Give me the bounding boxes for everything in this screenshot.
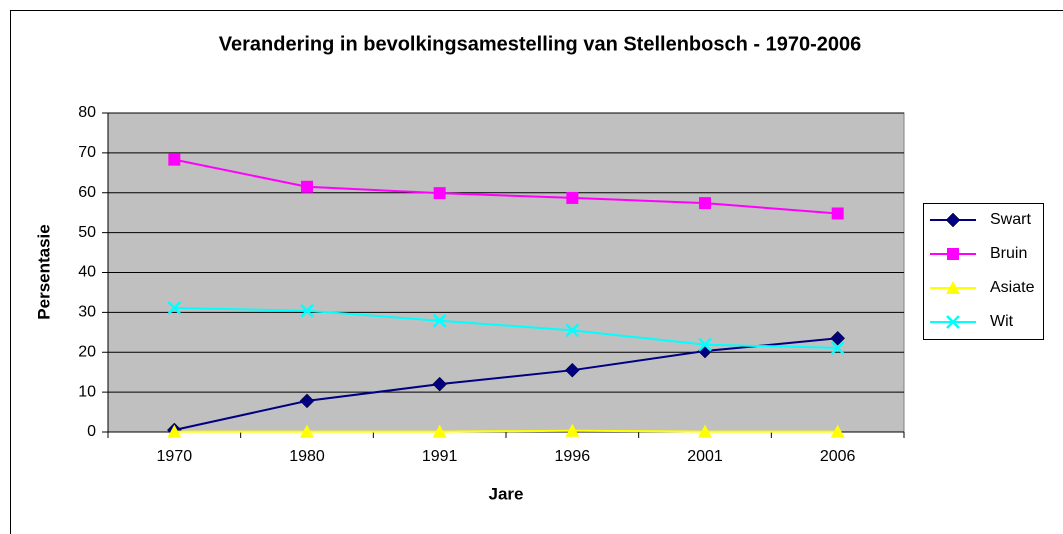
x-tick-label: 2006 bbox=[820, 448, 856, 465]
marker bbox=[432, 313, 447, 328]
marker bbox=[301, 180, 313, 193]
marker bbox=[168, 153, 181, 166]
y-tick-label: 30 bbox=[78, 304, 96, 321]
y-tick-label: 0 bbox=[87, 423, 96, 440]
marker bbox=[564, 362, 580, 378]
x-axis-title: Jare bbox=[489, 484, 524, 503]
x-tick-label: 2001 bbox=[687, 448, 723, 465]
series-line bbox=[174, 158, 838, 215]
marker bbox=[947, 248, 959, 260]
y-tick-label: 80 bbox=[78, 104, 96, 121]
marker bbox=[698, 337, 712, 352]
x-tick-label: 1991 bbox=[422, 448, 458, 465]
legend-label: Asiate bbox=[990, 279, 1035, 296]
marker bbox=[698, 424, 712, 438]
marker bbox=[433, 187, 446, 200]
x-tick-label: 1980 bbox=[289, 448, 325, 465]
series-line bbox=[174, 337, 838, 431]
x-tick-label: 1970 bbox=[157, 448, 193, 465]
marker bbox=[565, 323, 580, 338]
marker bbox=[831, 207, 844, 220]
series-line bbox=[174, 429, 838, 433]
y-tick-label: 40 bbox=[78, 264, 96, 281]
marker bbox=[830, 340, 845, 355]
marker bbox=[699, 197, 711, 210]
y-axis-title: Persentasie bbox=[34, 224, 53, 319]
marker bbox=[432, 376, 448, 392]
marker bbox=[167, 301, 182, 315]
marker bbox=[167, 424, 182, 438]
y-tick-label: 70 bbox=[78, 144, 96, 161]
marker bbox=[830, 330, 846, 346]
marker bbox=[299, 393, 315, 409]
y-tick-label: 20 bbox=[78, 343, 96, 360]
chart-title: Verandering in bevolkingsamestelling van… bbox=[219, 33, 861, 55]
marker bbox=[432, 424, 447, 438]
y-tick-label: 50 bbox=[78, 224, 96, 241]
y-tick-label: 60 bbox=[78, 184, 96, 201]
x-tick-label: 1996 bbox=[555, 448, 591, 465]
legend-label: Wit bbox=[990, 313, 1014, 330]
series-line bbox=[174, 306, 838, 349]
marker bbox=[830, 424, 845, 438]
marker bbox=[566, 191, 579, 204]
legend-label: Swart bbox=[990, 211, 1031, 228]
y-tick-label: 10 bbox=[78, 383, 96, 400]
legend bbox=[923, 203, 1044, 340]
marker bbox=[300, 424, 314, 438]
marker bbox=[946, 315, 960, 329]
marker bbox=[565, 423, 580, 437]
marker bbox=[300, 303, 314, 318]
marker bbox=[945, 212, 961, 228]
marker bbox=[946, 281, 960, 294]
legend-label: Bruin bbox=[990, 245, 1027, 262]
